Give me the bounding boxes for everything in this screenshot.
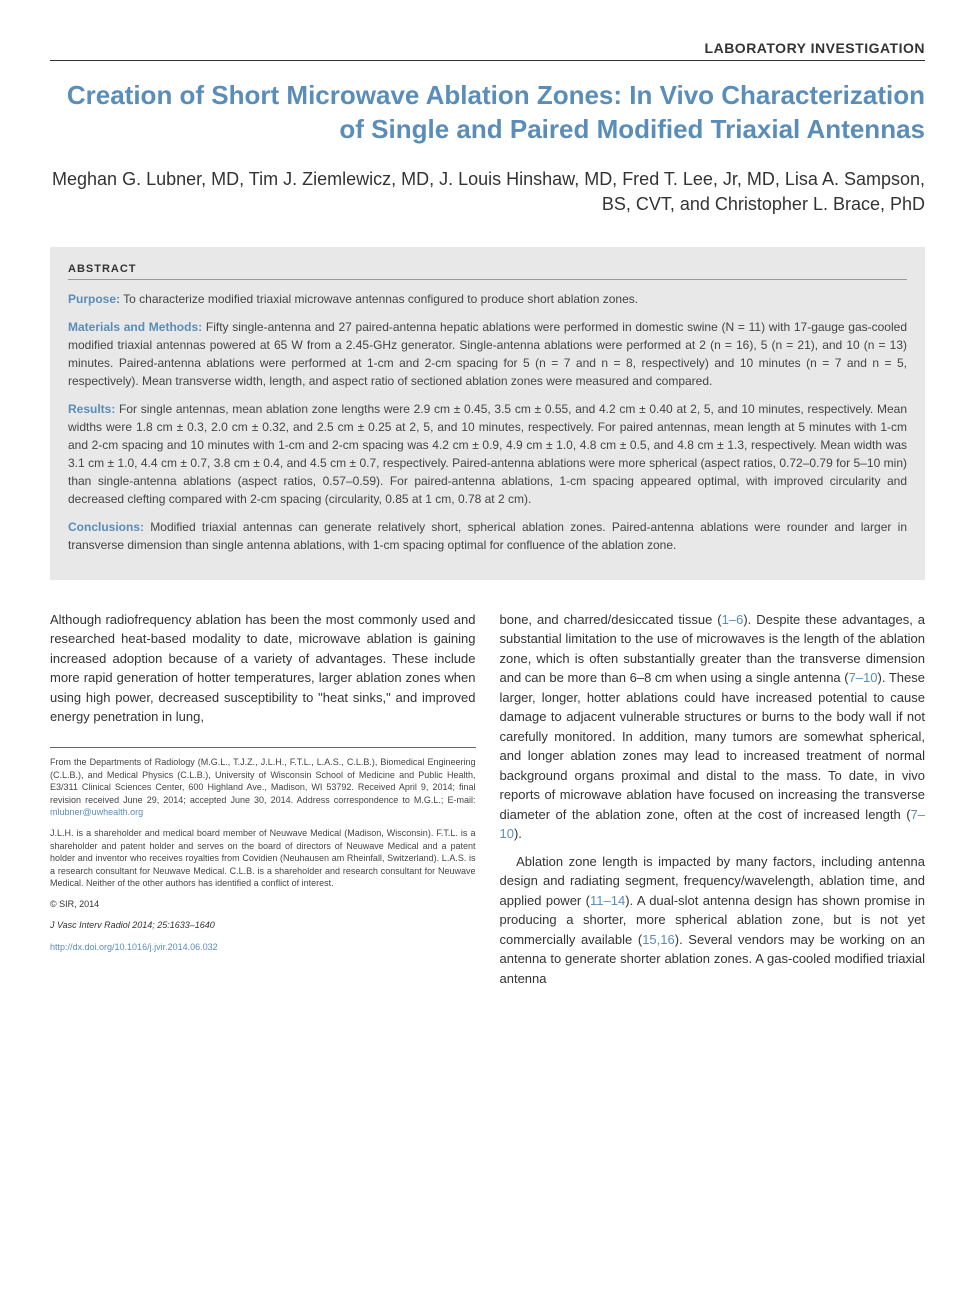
body-columns: Although radiofrequency ablation has bee… [50, 610, 925, 997]
abstract-methods: Materials and Methods: Fifty single-ante… [68, 318, 907, 390]
abstract-purpose: Purpose: To characterize modified triaxi… [68, 290, 907, 308]
correspondence-email[interactable]: mlubner@uwhealth.org [50, 807, 143, 817]
body-para-left-1: Although radiofrequency ablation has bee… [50, 610, 476, 727]
abstract-results: Results: For single antennas, mean ablat… [68, 400, 907, 508]
reference-link-15-16[interactable]: 15,16 [642, 932, 675, 947]
abstract-conclusions-text: Modified triaxial antennas can generate … [68, 520, 907, 552]
abstract-conclusions-label: Conclusions: [68, 520, 144, 534]
abstract-results-text: For single antennas, mean ablation zone … [68, 402, 907, 506]
abstract-purpose-label: Purpose: [68, 292, 120, 306]
footnote-rule [50, 747, 476, 748]
reference-link-1-6[interactable]: 1–6 [722, 612, 744, 627]
affiliation-text: From the Departments of Radiology (M.G.L… [50, 757, 476, 805]
body-para-right-2: Ablation zone length is impacted by many… [500, 852, 926, 989]
abstract-methods-label: Materials and Methods: [68, 320, 202, 334]
section-label: LABORATORY INVESTIGATION [50, 40, 925, 61]
abstract-purpose-text: To characterize modified triaxial microw… [120, 292, 638, 306]
copyright: © SIR, 2014 [50, 898, 476, 912]
article-title: Creation of Short Microwave Ablation Zon… [50, 79, 925, 147]
abstract-results-label: Results: [68, 402, 115, 416]
journal-reference: J Vasc Interv Radiol 2014; 25:1633–1640 [50, 919, 476, 933]
reference-link-7-10[interactable]: 7–10 [849, 670, 878, 685]
body-text-r1c: ). These larger, longer, hotter ablation… [500, 670, 926, 822]
body-text-r1d: ). [514, 826, 522, 841]
left-column: Although radiofrequency ablation has bee… [50, 610, 476, 997]
abstract-box: ABSTRACT Purpose: To characterize modifi… [50, 247, 925, 580]
footnote-affiliation: From the Departments of Radiology (M.G.L… [50, 756, 476, 819]
footnote-disclosure: J.L.H. is a shareholder and medical boar… [50, 827, 476, 890]
body-text-r1a: bone, and charred/desiccated tissue ( [500, 612, 722, 627]
reference-link-11-14[interactable]: 11–14 [590, 893, 625, 908]
abstract-conclusions: Conclusions: Modified triaxial antennas … [68, 518, 907, 554]
abstract-heading: ABSTRACT [68, 263, 907, 280]
right-column: bone, and charred/desiccated tissue (1–6… [500, 610, 926, 997]
body-para-right-1: bone, and charred/desiccated tissue (1–6… [500, 610, 926, 844]
doi-link[interactable]: http://dx.doi.org/10.1016/j.jvir.2014.06… [50, 941, 476, 955]
authors-list: Meghan G. Lubner, MD, Tim J. Ziemlewicz,… [50, 167, 925, 217]
